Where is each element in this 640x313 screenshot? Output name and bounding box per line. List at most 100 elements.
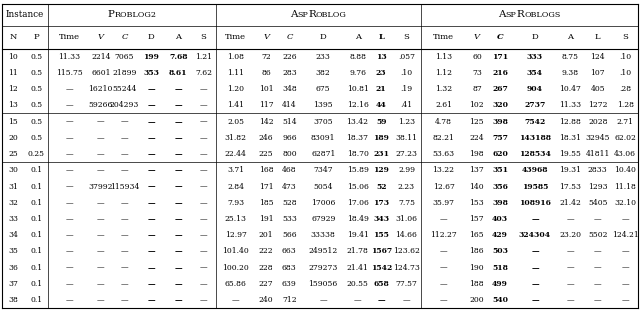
Text: —: — (531, 280, 539, 288)
Text: 18.70: 18.70 (347, 150, 369, 158)
Text: OBLOG: OBLOG (316, 11, 347, 19)
Text: —: — (120, 199, 128, 207)
Text: 124.21: 124.21 (612, 231, 639, 239)
Text: L: L (595, 33, 600, 41)
Text: —: — (594, 296, 602, 304)
Text: 37992: 37992 (88, 182, 113, 191)
Text: 107: 107 (591, 69, 605, 77)
Text: 31.06: 31.06 (396, 215, 417, 223)
Text: 499: 499 (492, 280, 508, 288)
Text: 398: 398 (492, 199, 508, 207)
Text: —: — (594, 264, 602, 272)
Text: D: D (532, 33, 538, 41)
Text: 13: 13 (376, 53, 387, 61)
Text: —: — (174, 248, 182, 255)
Text: 35.97: 35.97 (433, 199, 454, 207)
Text: 41811: 41811 (586, 150, 610, 158)
Text: 157: 157 (470, 215, 484, 223)
Text: —: — (120, 134, 128, 142)
Text: A: A (568, 33, 573, 41)
Text: 191: 191 (259, 215, 273, 223)
Text: —: — (97, 118, 104, 126)
Text: 0.5: 0.5 (30, 85, 42, 93)
Text: —: — (531, 296, 539, 304)
Text: 226: 226 (282, 53, 297, 61)
Text: 20: 20 (8, 134, 18, 142)
Text: 14.66: 14.66 (396, 231, 417, 239)
Text: 101.40: 101.40 (222, 248, 249, 255)
Text: —: — (200, 248, 207, 255)
Text: 65.86: 65.86 (225, 280, 246, 288)
Text: 10.81: 10.81 (347, 85, 369, 93)
Text: 429: 429 (492, 231, 508, 239)
Text: 228: 228 (259, 264, 273, 272)
Text: —: — (147, 280, 155, 288)
Text: 1.12: 1.12 (435, 69, 452, 77)
Text: 267: 267 (492, 85, 508, 93)
Text: 1.11: 1.11 (227, 69, 244, 77)
Text: —: — (566, 296, 574, 304)
Text: 240: 240 (259, 296, 273, 304)
Text: 351: 351 (492, 166, 508, 174)
Text: 0.1: 0.1 (30, 231, 42, 239)
Text: 1.28: 1.28 (617, 101, 634, 109)
Text: 0.5: 0.5 (30, 118, 42, 126)
Text: 101: 101 (259, 85, 273, 93)
Text: 18.37: 18.37 (347, 134, 369, 142)
Text: 38: 38 (8, 296, 18, 304)
Text: —: — (65, 248, 73, 255)
Text: V: V (474, 33, 480, 41)
Text: 204293: 204293 (109, 101, 139, 109)
Text: —: — (354, 296, 362, 304)
Text: 30: 30 (8, 166, 18, 174)
Text: 468: 468 (282, 166, 297, 174)
Text: 246: 246 (259, 134, 273, 142)
Text: 83091: 83091 (311, 134, 335, 142)
Text: 198: 198 (470, 150, 484, 158)
Text: —: — (65, 118, 73, 126)
Text: —: — (97, 264, 104, 272)
Text: 168: 168 (259, 166, 273, 174)
Text: ROBLOG2: ROBLOG2 (115, 11, 156, 19)
Text: —: — (200, 134, 207, 142)
Text: 62871: 62871 (311, 150, 335, 158)
Text: 333: 333 (527, 53, 543, 61)
Text: 382: 382 (316, 69, 331, 77)
Text: 59: 59 (376, 118, 387, 126)
Text: —: — (566, 215, 574, 223)
Text: 348: 348 (282, 85, 297, 93)
Text: 190: 190 (470, 264, 484, 272)
Text: —: — (621, 280, 629, 288)
Text: 129: 129 (373, 166, 389, 174)
Text: 514: 514 (282, 118, 297, 126)
Text: .28: .28 (619, 85, 631, 93)
Text: 165: 165 (470, 231, 484, 239)
Text: 11.33: 11.33 (559, 101, 582, 109)
Text: 86: 86 (261, 69, 271, 77)
Text: 3705: 3705 (314, 118, 333, 126)
Text: —: — (120, 150, 128, 158)
Text: —: — (200, 118, 207, 126)
Text: 658: 658 (373, 280, 389, 288)
Text: 33338: 33338 (311, 231, 335, 239)
Text: 1.08: 1.08 (227, 53, 244, 61)
Text: 283: 283 (282, 69, 297, 77)
Text: 343: 343 (373, 215, 389, 223)
Text: 15: 15 (8, 118, 18, 126)
Text: —: — (200, 199, 207, 207)
Text: 15.89: 15.89 (347, 166, 369, 174)
Text: —: — (531, 248, 539, 255)
Text: 59266: 59266 (88, 101, 113, 109)
Text: 7.62: 7.62 (195, 69, 212, 77)
Text: 233: 233 (316, 53, 331, 61)
Text: —: — (200, 101, 207, 109)
Text: —: — (200, 296, 207, 304)
Text: .41: .41 (401, 101, 413, 109)
Text: —: — (97, 150, 104, 158)
Text: 20.55: 20.55 (347, 280, 369, 288)
Text: —: — (440, 248, 447, 255)
Text: 140: 140 (470, 182, 484, 191)
Text: Time: Time (59, 33, 79, 41)
Text: 188: 188 (470, 280, 484, 288)
Text: —: — (147, 101, 155, 109)
